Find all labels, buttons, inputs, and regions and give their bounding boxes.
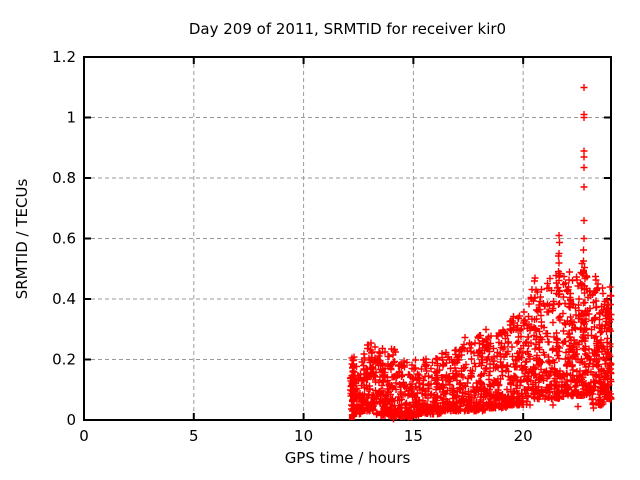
gridlines [84, 57, 611, 420]
x-tick-label: 5 [189, 427, 199, 445]
y-tick-label: 0.8 [52, 169, 76, 187]
y-tick-label: 1.2 [52, 48, 76, 66]
start-square-marker [348, 413, 355, 420]
x-tick-label: 10 [294, 427, 313, 445]
scatter-points [347, 84, 615, 423]
x-tick-label: 20 [514, 427, 533, 445]
y-tick-label: 1 [66, 109, 76, 127]
y-tick-label: 0.2 [52, 351, 76, 369]
x-axis-label: GPS time / hours [284, 449, 411, 467]
x-tick-label: 15 [404, 427, 423, 445]
y-tick-label: 0 [66, 411, 76, 429]
y-tick-label: 0.4 [52, 290, 76, 308]
y-tick-label: 0.6 [52, 230, 76, 248]
axes: 0 5 10 15 20 0 0.2 0.4 0.6 0.8 1 1.2 [52, 48, 612, 445]
x-tick-label: 0 [79, 427, 89, 445]
chart-title: Day 209 of 2011, SRMTID for receiver kir… [188, 20, 507, 38]
y-axis-label: SRMTID / TECUs [13, 178, 31, 300]
